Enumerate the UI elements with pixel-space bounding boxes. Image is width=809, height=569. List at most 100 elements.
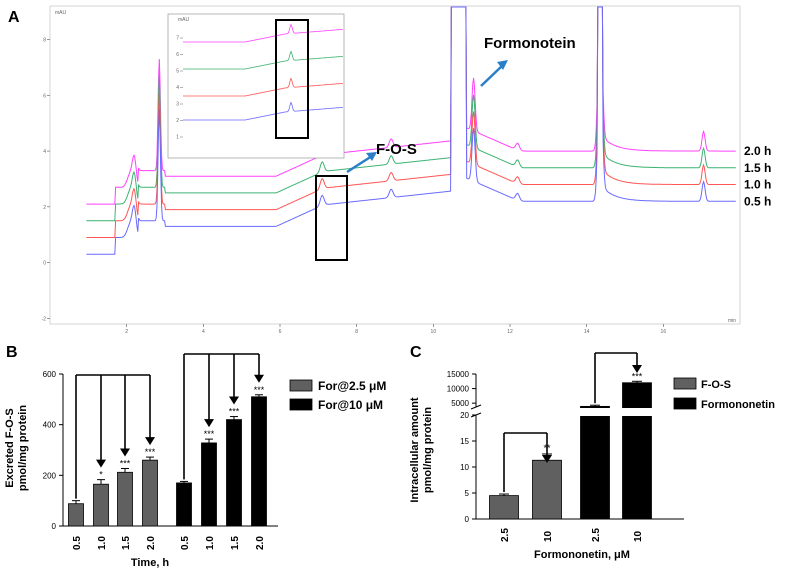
panel-a-label: A [8,9,20,26]
inset-y-tick-label: 2 [176,118,179,124]
y-tick-label: 0 [52,522,57,531]
x-tick-label: 0.5 [180,536,191,550]
x-tick-label: 2.5 [500,528,511,542]
inset-y-tick-label: 1 [176,135,179,141]
significance-label: *** [632,371,643,381]
legend-label: For@10 μM [318,398,383,412]
panel-c-x-label: Formononetin, μM [534,549,630,561]
significance-label: *** [145,447,156,457]
y-tick-label: 5000 [451,399,469,408]
panel-c-legend: F-O-S Formononetin [673,377,775,411]
y-tick-label: 2 [43,205,46,211]
chromatogram-inset: mAU 1 2 3 4 5 6 7 [167,13,345,159]
panel-c-y-ticks: 0 5 10 15 20 5000 10000 15000 [447,370,476,524]
x-tick-label: 0.5 [72,536,83,550]
x-tick-label: 1.0 [97,536,108,550]
y-tick-label: 10 [460,463,469,472]
x-tick-label: 10 [633,530,644,542]
chromatogram-x-unit: min [728,318,736,324]
fos-peak-highlight-box [315,175,348,261]
chromatogram-legend: 2.0 h 1.5 h 1.0 h 0.5 h [744,144,771,208]
formononetin-arrowhead [497,60,508,70]
x-tick-label: 1.0 [205,536,216,550]
trace-label: 2.0 h [744,144,771,158]
panel-b-y-label-1: Excreted F-O-S [4,408,16,487]
y-tick-label: 10000 [447,385,470,394]
inset-y-tick-label: 4 [176,85,179,91]
y-tick-label: 4 [43,149,46,155]
chromatogram-trace [86,6,736,222]
x-tick-label: 1.5 [230,536,241,550]
legend-swatch [289,398,313,411]
panel-b-y-ticks: 0 200 400 600 [43,370,63,531]
comparison-arrowhead [204,419,214,428]
legend-swatch [289,379,313,392]
bar [93,483,109,527]
panel-c-y-label-1: Intracellular amount [409,397,421,502]
y-tick-label: 15 [460,437,469,446]
significance-label: *** [120,458,131,468]
y-tick-label: 200 [43,471,57,480]
significance-label: *** [204,429,215,439]
x-tick-label: 10 [543,530,554,542]
y-tick-label: 600 [43,370,57,379]
y-tick-label: 6 [43,93,46,99]
y-tick-label: 400 [43,421,57,430]
bar [68,503,84,527]
bar [142,459,158,527]
legend-label: F-O-S [701,379,731,391]
inset-y-unit: mAU [178,17,190,23]
y-tick-label: 5 [465,489,470,498]
legend-label: For@2.5 μM [318,379,386,393]
fos-annotation: F-O-S [376,141,417,158]
inset-y-tick-label: 6 [176,52,179,58]
y-tick-label: -2 [42,316,47,322]
comparison-arrowhead [254,374,264,383]
panel-c-label: C [410,344,422,361]
panel-b-x-label: Time, h [131,557,170,569]
trace-label: 1.0 h [744,178,771,192]
chromatogram-plot-frame [49,5,741,325]
bar-lower-segment [580,414,610,520]
x-tick-label: 16 [661,329,667,335]
bar [226,419,242,527]
inset-frame [167,13,345,159]
inset-y-tick-label: 3 [176,102,179,108]
formononetin-annotation: Formonotein [484,35,576,52]
inset-y-tick-label: 7 [176,36,179,42]
bar [532,459,562,520]
bar [489,495,519,520]
axis-break-band [575,408,655,416]
formononetin-arrow [480,64,504,87]
x-tick-label: 2.5 [591,528,602,542]
y-tick-label: 0 [43,261,46,267]
x-tick-label: 2 [125,329,128,335]
chromatogram-trace [86,6,736,255]
x-tick-label: 4 [202,329,205,335]
x-tick-label: 2.0 [255,536,266,550]
x-tick-label: 12 [507,329,513,335]
comparison-arrowhead [145,437,155,446]
x-tick-label: 8 [355,329,358,335]
x-tick-label: 1.5 [121,536,132,550]
x-tick-label: 2.0 [146,536,157,550]
chromatogram-traces [86,6,736,255]
significance-label: *** [254,385,265,395]
comparison-arrowhead [120,448,130,457]
fos-arrowhead [366,152,377,161]
inset-trace [183,23,343,43]
comparison-arrowhead [96,459,106,468]
y-tick-label: 0 [465,515,470,524]
legend-label: Formononetin [701,399,775,411]
inset-y-ticks: 1 2 3 4 5 6 7 [176,36,183,141]
bar-lower-segment [622,414,652,520]
legend-swatch [673,397,697,410]
panel-b-y-label-2: pmol/mg protein [17,405,29,491]
bar [117,471,133,527]
y-tick-label: 15000 [447,370,470,379]
inset-trace [183,101,343,121]
chromatogram-trace [86,6,736,238]
x-tick-label: 6 [279,329,282,335]
bar [176,482,192,527]
